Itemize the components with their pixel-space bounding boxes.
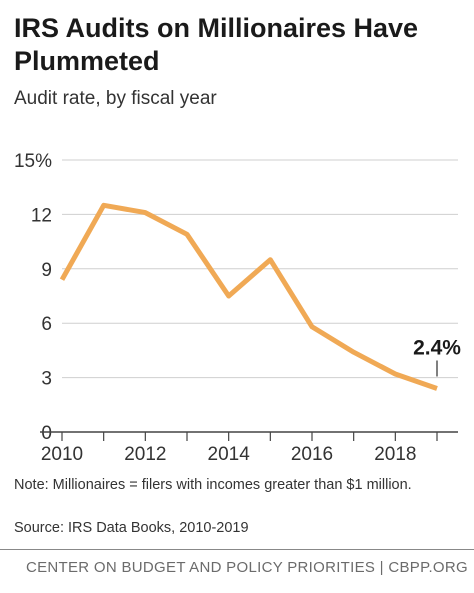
x-tick-label: 2014 — [208, 444, 251, 465]
y-tick-label: 15% — [14, 151, 52, 172]
y-tick-label: 3 — [41, 369, 52, 390]
chart-source: Source: IRS Data Books, 2010-2019 — [14, 520, 249, 536]
chart-subtitle: Audit rate, by fiscal year — [14, 88, 217, 109]
chart-note: Note: Millionaires = filers with incomes… — [14, 477, 412, 493]
y-tick-label: 0 — [41, 423, 52, 444]
line-chart: 0 3 6 9 12 15% 2010 2012 2014 2016 2018 2.4% — [14, 151, 461, 465]
x-tick-label: 2012 — [124, 444, 166, 465]
x-tick-label: 2018 — [374, 444, 416, 465]
y-tick-label: 12 — [31, 205, 52, 226]
data-series-line — [59, 202, 438, 391]
x-tick-label: 2010 — [41, 444, 83, 465]
y-tick-label: 9 — [41, 260, 52, 281]
chart-title: IRS Audits on Millionaires Have Plummete… — [14, 13, 419, 76]
footer-divider — [0, 549, 474, 550]
x-tick-label: 2016 — [291, 444, 333, 465]
footer-credit: CENTER ON BUDGET AND POLICY PRIORITIES |… — [25, 559, 468, 576]
y-tick-label: 6 — [41, 314, 52, 335]
annotation-label: 2.4% — [413, 336, 461, 359]
